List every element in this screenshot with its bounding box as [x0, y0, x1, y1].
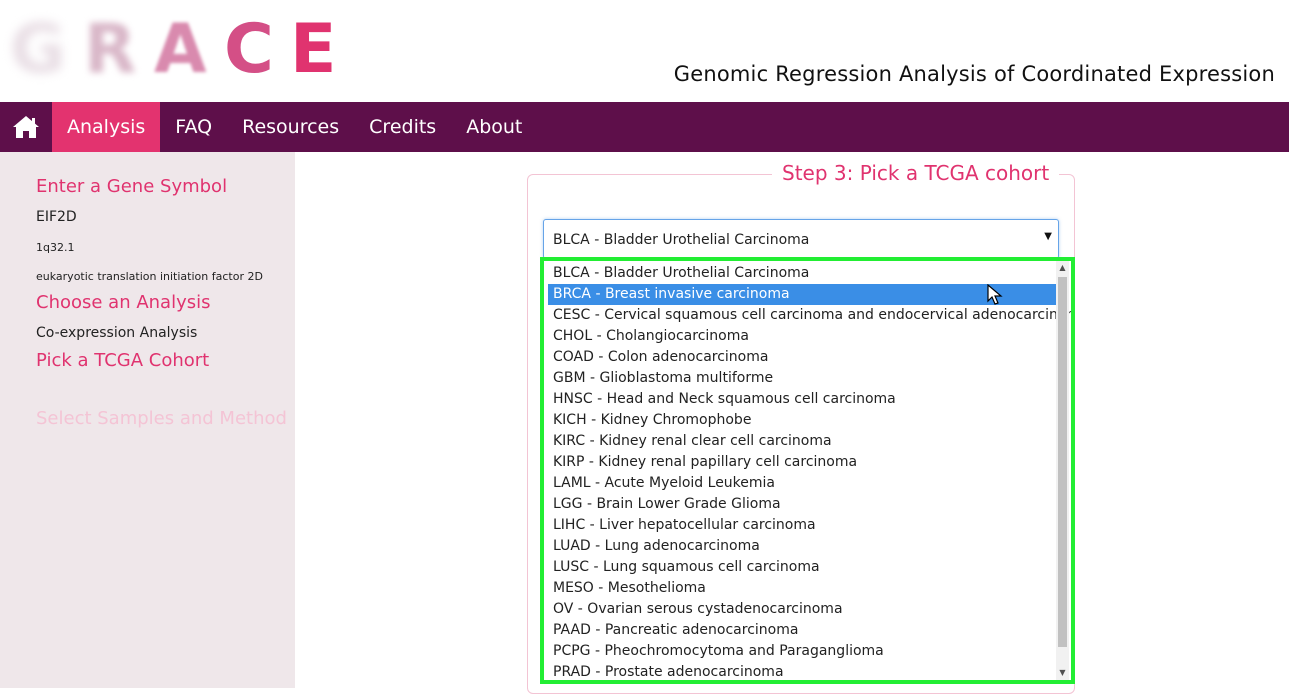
cohort-option[interactable]: CHOL - Cholangiocarcinoma — [553, 328, 749, 344]
step-legend: Step 3: Pick a TCGA cohort — [772, 161, 1060, 185]
nav-home-button[interactable] — [0, 102, 52, 152]
cohort-dropdown-list[interactable]: BLCA - Bladder Urothelial Carcinoma BRCA … — [540, 257, 1075, 684]
cohort-option[interactable]: BRCA - Breast invasive carcinoma — [548, 284, 1058, 305]
cohort-option[interactable]: LUSC - Lung squamous cell carcinoma — [553, 559, 820, 575]
gene-locus: 1q32.1 — [36, 241, 75, 254]
cohort-option[interactable]: CESC - Cervical squamous cell carcinoma … — [553, 307, 1075, 323]
gene-symbol: EIF2D — [36, 209, 77, 225]
home-icon — [13, 116, 39, 138]
cohort-option[interactable]: KICH - Kidney Chromophobe — [553, 412, 752, 428]
nav-credits[interactable]: Credits — [369, 116, 437, 138]
cohort-option[interactable]: LUAD - Lung adenocarcinoma — [553, 538, 760, 554]
cohort-option[interactable]: BLCA - Bladder Urothelial Carcinoma — [553, 265, 810, 281]
analysis-value: Co-expression Analysis — [36, 325, 198, 341]
grace-logo[interactable]: G R A C E — [10, 10, 337, 89]
logo-letter: G — [10, 10, 66, 89]
gene-description: eukaryotic translation initiation factor… — [36, 270, 263, 283]
nav-analysis[interactable]: Analysis — [52, 102, 161, 152]
header: G R A C E Genomic Regression Analysis of… — [0, 0, 1289, 102]
cohort-select[interactable]: BLCA - Bladder Urothelial Carcinoma ▼ — [543, 219, 1059, 259]
logo-letter: A — [154, 10, 207, 89]
nav-resources[interactable]: Resources — [242, 116, 340, 138]
mouse-cursor-icon — [987, 284, 1003, 305]
cohort-option[interactable]: OV - Ovarian serous cystadenocarcinoma — [553, 601, 843, 617]
cohort-option[interactable]: LGG - Brain Lower Grade Glioma — [553, 496, 781, 512]
cohort-option[interactable]: PCPG - Pheochromocytoma and Paragangliom… — [553, 643, 884, 659]
step-samples-heading: Select Samples and Method — [36, 408, 287, 429]
cohort-option[interactable]: LAML - Acute Myeloid Leukemia — [553, 475, 776, 491]
caret-down-icon: ▼ — [1044, 231, 1052, 242]
cohort-option[interactable]: MESO - Mesothelioma — [553, 580, 706, 596]
cohort-option[interactable]: PRAD - Prostate adenocarcinoma — [553, 664, 784, 680]
site-tagline: Genomic Regression Analysis of Coordinat… — [673, 62, 1275, 86]
scroll-up-icon[interactable]: ▲ — [1059, 263, 1066, 272]
cohort-option[interactable]: LIHC - Liver hepatocellular carcinoma — [553, 517, 816, 533]
scroll-thumb[interactable] — [1058, 277, 1067, 647]
cohort-options: BLCA - Bladder Urothelial Carcinoma BRCA … — [548, 263, 1075, 680]
cohort-select-value: BLCA - Bladder Urothelial Carcinoma — [553, 232, 810, 248]
cohort-option[interactable]: KIRC - Kidney renal clear cell carcinoma — [553, 433, 832, 449]
cohort-option[interactable]: HNSC - Head and Neck squamous cell carci… — [553, 391, 896, 407]
cohort-option[interactable]: GBM - Glioblastoma multiforme — [553, 370, 774, 386]
step-analysis-heading[interactable]: Choose an Analysis — [36, 292, 211, 313]
nav-faq[interactable]: FAQ — [175, 116, 213, 138]
main-navbar: Analysis FAQ Resources Credits About — [0, 102, 1289, 152]
step-cohort-heading[interactable]: Pick a TCGA Cohort — [36, 350, 210, 371]
cohort-option[interactable]: COAD - Colon adenocarcinoma — [553, 349, 769, 365]
cohort-option[interactable]: KIRP - Kidney renal papillary cell carci… — [553, 454, 858, 470]
logo-letter: R — [84, 10, 137, 89]
scroll-down-icon[interactable]: ▼ — [1059, 668, 1066, 677]
logo-letter: C — [224, 10, 274, 89]
logo-letter: E — [290, 10, 337, 89]
progress-sidebar: Enter a Gene Symbol EIF2D 1q32.1 eukaryo… — [0, 152, 295, 688]
dropdown-scrollbar[interactable]: ▲ ▼ — [1056, 261, 1069, 680]
cohort-option[interactable]: PAAD - Pancreatic adenocarcinoma — [553, 622, 799, 638]
step-gene-heading[interactable]: Enter a Gene Symbol — [36, 176, 228, 197]
nav-about[interactable]: About — [466, 116, 523, 138]
